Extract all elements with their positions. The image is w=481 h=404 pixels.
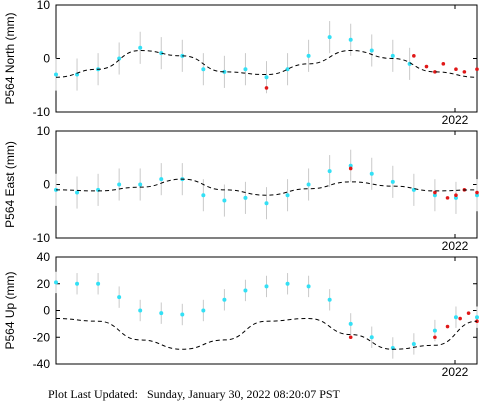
recent-data-point <box>462 70 467 74</box>
model-curve <box>55 178 478 196</box>
data-point <box>75 190 80 195</box>
recent-data-point <box>433 190 437 195</box>
data-point <box>327 169 332 174</box>
panel-1: -10 0 10 2022 P564 North (mm) <box>3 0 479 127</box>
recent-data-point <box>412 54 416 58</box>
data-point <box>180 312 185 317</box>
data-point <box>222 198 227 203</box>
y-axis-label: P564 East (mm) <box>3 141 17 228</box>
data-point <box>327 35 332 40</box>
data-point <box>348 37 353 42</box>
y-tick-label: 0 <box>43 52 50 66</box>
data-point <box>138 45 143 50</box>
data-point <box>243 67 248 72</box>
data-point <box>348 163 353 168</box>
data-point <box>411 341 416 346</box>
data-point <box>117 56 122 61</box>
data-point <box>159 311 164 316</box>
plot-updated-footer: Plot Last Updated: Sunday, January 30, 2… <box>48 387 340 402</box>
y-tick-label: -40 <box>33 357 51 371</box>
data-point <box>390 53 395 58</box>
recent-data-point <box>445 324 450 329</box>
data-point <box>54 72 58 77</box>
y-tick-label: 0 <box>43 304 50 318</box>
recent-data-point <box>348 335 353 340</box>
y-tick-label: -20 <box>33 330 51 344</box>
data-point <box>264 284 269 289</box>
data-point <box>369 335 374 340</box>
recent-data-point <box>475 190 479 195</box>
data-point <box>243 195 248 200</box>
data-point <box>117 182 122 187</box>
panel-2: -10 0 10 2022 P564 East (mm) <box>3 124 479 253</box>
data-point <box>201 193 206 198</box>
data-point <box>306 182 311 187</box>
y-tick-label: 10 <box>37 124 51 138</box>
recent-data-point <box>433 335 437 340</box>
data-point <box>138 182 143 187</box>
data-point <box>222 297 227 302</box>
recent-data-point <box>454 193 458 197</box>
data-point <box>348 321 353 326</box>
data-point <box>75 72 80 77</box>
recent-data-point <box>264 86 269 90</box>
y-tick-label: -10 <box>33 105 51 119</box>
data-point <box>75 281 80 286</box>
y-tick-label: 40 <box>37 250 51 264</box>
data-point <box>369 171 374 176</box>
panel-3: -40 -20 0 20 40 2022 P564 Up (mm) <box>3 250 479 379</box>
data-point <box>285 193 290 198</box>
y-tick-label: 0 <box>43 178 50 192</box>
data-point <box>306 284 311 289</box>
data-point <box>201 67 206 72</box>
footer-label: Plot Last Updated: <box>48 387 138 401</box>
y-tick-label: -10 <box>33 231 51 245</box>
y-axis-label: P564 North (mm) <box>3 12 17 104</box>
y-tick-label: 10 <box>37 0 51 12</box>
y-tick-label: 20 <box>37 277 51 291</box>
data-point <box>159 177 164 182</box>
recent-data-point <box>424 64 429 69</box>
data-point <box>369 48 374 53</box>
data-point <box>390 179 395 184</box>
x-tick-label: 2022 <box>442 113 469 127</box>
recent-data-point <box>475 67 479 71</box>
x-tick-label: 2022 <box>442 239 469 253</box>
data-point <box>201 308 206 313</box>
data-point <box>138 308 143 313</box>
data-point <box>475 193 479 198</box>
data-point <box>432 328 437 333</box>
data-point <box>243 288 248 293</box>
recent-data-point <box>433 70 437 74</box>
data-point <box>264 201 269 206</box>
data-point <box>54 280 58 285</box>
recent-data-point <box>466 311 471 315</box>
data-point <box>117 295 122 300</box>
recent-data-point <box>458 316 462 321</box>
data-point <box>159 51 164 56</box>
recent-data-point <box>348 166 353 171</box>
data-point <box>453 195 458 200</box>
recent-data-point <box>445 196 450 200</box>
y-axis-label: P564 Up (mm) <box>3 271 17 349</box>
model-curve <box>55 318 478 350</box>
x-tick-label: 2022 <box>442 365 469 379</box>
data-point <box>306 53 311 58</box>
data-point <box>264 75 269 80</box>
recent-data-point <box>441 62 446 66</box>
recent-data-point <box>454 67 458 71</box>
data-point <box>285 67 290 72</box>
data-point <box>96 281 101 286</box>
model-curve <box>55 49 478 78</box>
data-point <box>285 281 290 286</box>
data-point <box>453 315 458 320</box>
data-point <box>475 315 479 320</box>
data-point <box>327 297 332 302</box>
footer-datetime: Sunday, January 30, 2022 08:20:07 PST <box>147 387 340 401</box>
data-point <box>432 193 437 198</box>
data-point <box>180 53 185 58</box>
